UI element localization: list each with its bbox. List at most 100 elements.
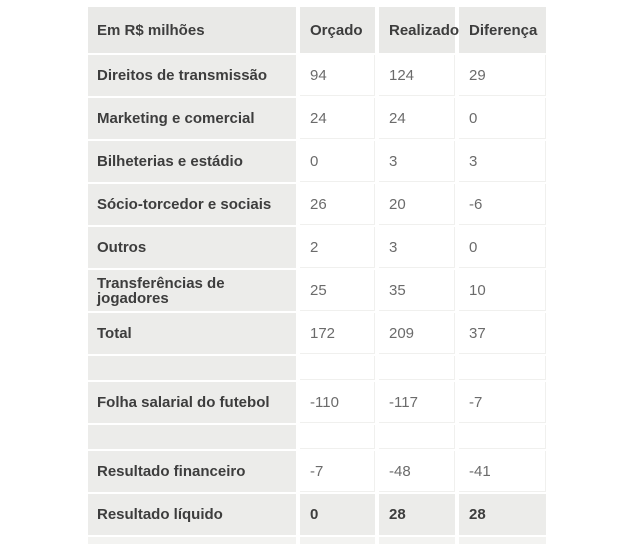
row-value-cell-orcado: 2 [300, 227, 375, 268]
row-label-cell [88, 356, 296, 380]
row-label-cell [88, 425, 296, 449]
row-value-cell-diferenca: -7 [459, 382, 546, 423]
row-value-cell-realizado [379, 425, 455, 449]
row-value: -6 [469, 195, 483, 213]
row-value-cell-orcado: 94 [300, 55, 375, 96]
table-row: Resultado financeiro -7 -48 -41 [88, 451, 546, 492]
column-header-diferenca: Diferença [469, 21, 538, 39]
row-label-cell: Resultado líquido [88, 494, 296, 535]
row-value-cell-diferenca: 3 [459, 141, 546, 182]
row-label: Folha salarial do futebol [97, 394, 270, 411]
partial-value-cell [459, 537, 546, 544]
partial-value-cell [379, 537, 455, 544]
row-value: 94 [310, 66, 327, 84]
row-value: -7 [469, 393, 483, 411]
row-value: 3 [469, 152, 478, 170]
row-value-cell-orcado: 0 [300, 494, 375, 535]
row-value: 172 [310, 324, 336, 342]
column-header-realizado: Realizado [389, 21, 460, 39]
row-value-cell-realizado: 35 [379, 270, 455, 311]
header-cell-orcado: Orçado [300, 7, 375, 53]
row-value: 0 [310, 152, 319, 170]
table-row [88, 356, 546, 380]
row-label-cell: Transferências de jogadores [88, 270, 296, 311]
row-value-cell-diferenca: -41 [459, 451, 546, 492]
table-row: Total 172 209 37 [88, 313, 546, 354]
row-label-cell: Marketing e comercial [88, 98, 296, 139]
row-value-cell-orcado: -7 [300, 451, 375, 492]
row-value: 24 [310, 109, 327, 127]
row-value-cell-orcado [300, 356, 375, 380]
row-label: Sócio-torcedor e sociais [97, 196, 272, 213]
row-value-cell-realizado: 124 [379, 55, 455, 96]
row-value: 0 [310, 506, 319, 523]
table-row: Resultado líquido 0 28 28 [88, 494, 546, 535]
row-label: Outros [97, 239, 147, 256]
row-value-cell-orcado [300, 425, 375, 449]
row-value-cell-diferenca: 29 [459, 55, 546, 96]
row-value: 10 [469, 281, 486, 299]
row-value-cell-diferenca [459, 356, 546, 380]
row-value-cell-orcado: 172 [300, 313, 375, 354]
row-value: 20 [389, 195, 406, 213]
row-label-cell: Sócio-torcedor e sociais [88, 184, 296, 225]
row-value: 0 [469, 109, 478, 127]
row-label-cell: Outros [88, 227, 296, 268]
row-label: Transferências de jogadores [97, 274, 225, 307]
row-value: -7 [310, 462, 324, 480]
header-cell-realizado: Realizado [379, 7, 459, 53]
row-value: 28 [469, 506, 486, 523]
row-label-cell: Resultado financeiro [88, 451, 296, 492]
row-label: Bilheterias e estádio [97, 153, 243, 170]
row-value: 3 [389, 238, 398, 256]
row-value-cell-diferenca: 37 [459, 313, 546, 354]
row-label: Total [97, 325, 132, 342]
row-value-cell-diferenca: 0 [459, 227, 546, 268]
row-value: 25 [310, 281, 327, 299]
table-row: Direitos de transmissão 94 124 29 [88, 55, 546, 96]
row-value: 3 [389, 152, 398, 170]
row-value-cell-diferenca: 10 [459, 270, 546, 311]
row-value-cell-realizado: -117 [379, 382, 455, 423]
table-row: Transferências de jogadores 25 35 10 [88, 270, 546, 311]
row-value: 29 [469, 66, 486, 84]
row-value: 0 [469, 238, 478, 256]
row-value: -48 [389, 462, 411, 480]
table-row: Sócio-torcedor e sociais 26 20 -6 [88, 184, 546, 225]
row-value-cell-orcado: -110 [300, 382, 375, 423]
row-value-cell-orcado: 24 [300, 98, 375, 139]
table-row: Folha salarial do futebol -110 -117 -7 [88, 382, 546, 423]
row-value-cell-realizado [379, 356, 455, 380]
row-label: Direitos de transmissão [97, 67, 268, 84]
row-value-cell-realizado: 209 [379, 313, 455, 354]
table-row: Outros 2 3 0 [88, 227, 546, 268]
next-row-partial [88, 537, 546, 544]
row-value-cell-orcado: 26 [300, 184, 375, 225]
table-row: Bilheterias e estádio 0 3 3 [88, 141, 546, 182]
row-value-cell-orcado: 25 [300, 270, 375, 311]
column-header-orcado: Orçado [310, 21, 363, 39]
row-value: -41 [469, 462, 491, 480]
row-value: 124 [389, 66, 415, 84]
row-value: 209 [389, 324, 415, 342]
row-value-cell-orcado: 0 [300, 141, 375, 182]
row-value-cell-realizado: 3 [379, 227, 455, 268]
row-label-cell: Bilheterias e estádio [88, 141, 296, 182]
row-label-cell: Total [88, 313, 296, 354]
header-cell-diferenca: Diferença [459, 7, 546, 53]
table-unit-label: Em R$ milhões [97, 21, 205, 39]
row-value: -117 [389, 393, 418, 411]
row-value-cell-diferenca: 28 [459, 494, 546, 535]
row-value-cell-realizado: -48 [379, 451, 455, 492]
header-cell-unit: Em R$ milhões [88, 7, 296, 53]
row-label-cell: Direitos de transmissão [88, 55, 296, 96]
row-value-cell-diferenca [459, 425, 546, 449]
row-label: Resultado financeiro [97, 463, 246, 480]
row-value: 37 [469, 324, 486, 342]
row-value-cell-realizado: 20 [379, 184, 455, 225]
row-label-cell: Folha salarial do futebol [88, 382, 296, 423]
row-value-cell-realizado: 3 [379, 141, 455, 182]
row-value: 28 [389, 506, 406, 523]
row-value: 35 [389, 281, 406, 299]
row-value: -110 [310, 393, 339, 411]
